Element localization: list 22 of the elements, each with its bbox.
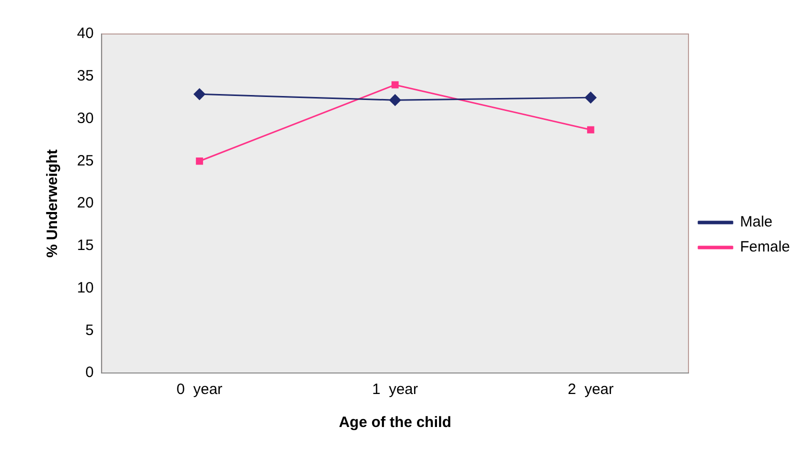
y-tick-label: 30 xyxy=(76,110,94,127)
y-tick-label: 35 xyxy=(76,68,94,85)
point xyxy=(587,126,594,134)
x-tick-label: 2 year xyxy=(568,381,614,398)
point xyxy=(194,88,206,100)
y-tick-label: 0 xyxy=(85,364,94,382)
legend-label: Male xyxy=(740,214,772,231)
y-axis-title: % Underweight xyxy=(44,149,62,258)
y-tick-label: 20 xyxy=(76,194,94,212)
x-tick-label: 1 year xyxy=(372,381,418,398)
x-tick-label: 0 year xyxy=(176,381,222,398)
y-tick-label: 5 xyxy=(85,322,94,339)
point xyxy=(196,158,204,165)
x-axis-title: Age of the child xyxy=(338,414,452,432)
y-tick-label: 10 xyxy=(76,279,94,296)
point xyxy=(389,94,401,106)
y-tick-label: 25 xyxy=(76,152,94,170)
legend-label: Female xyxy=(740,238,790,256)
y-tick-label: 15 xyxy=(76,237,94,254)
point xyxy=(584,92,596,104)
y-tick-label: 40 xyxy=(76,25,94,42)
point xyxy=(392,81,399,88)
